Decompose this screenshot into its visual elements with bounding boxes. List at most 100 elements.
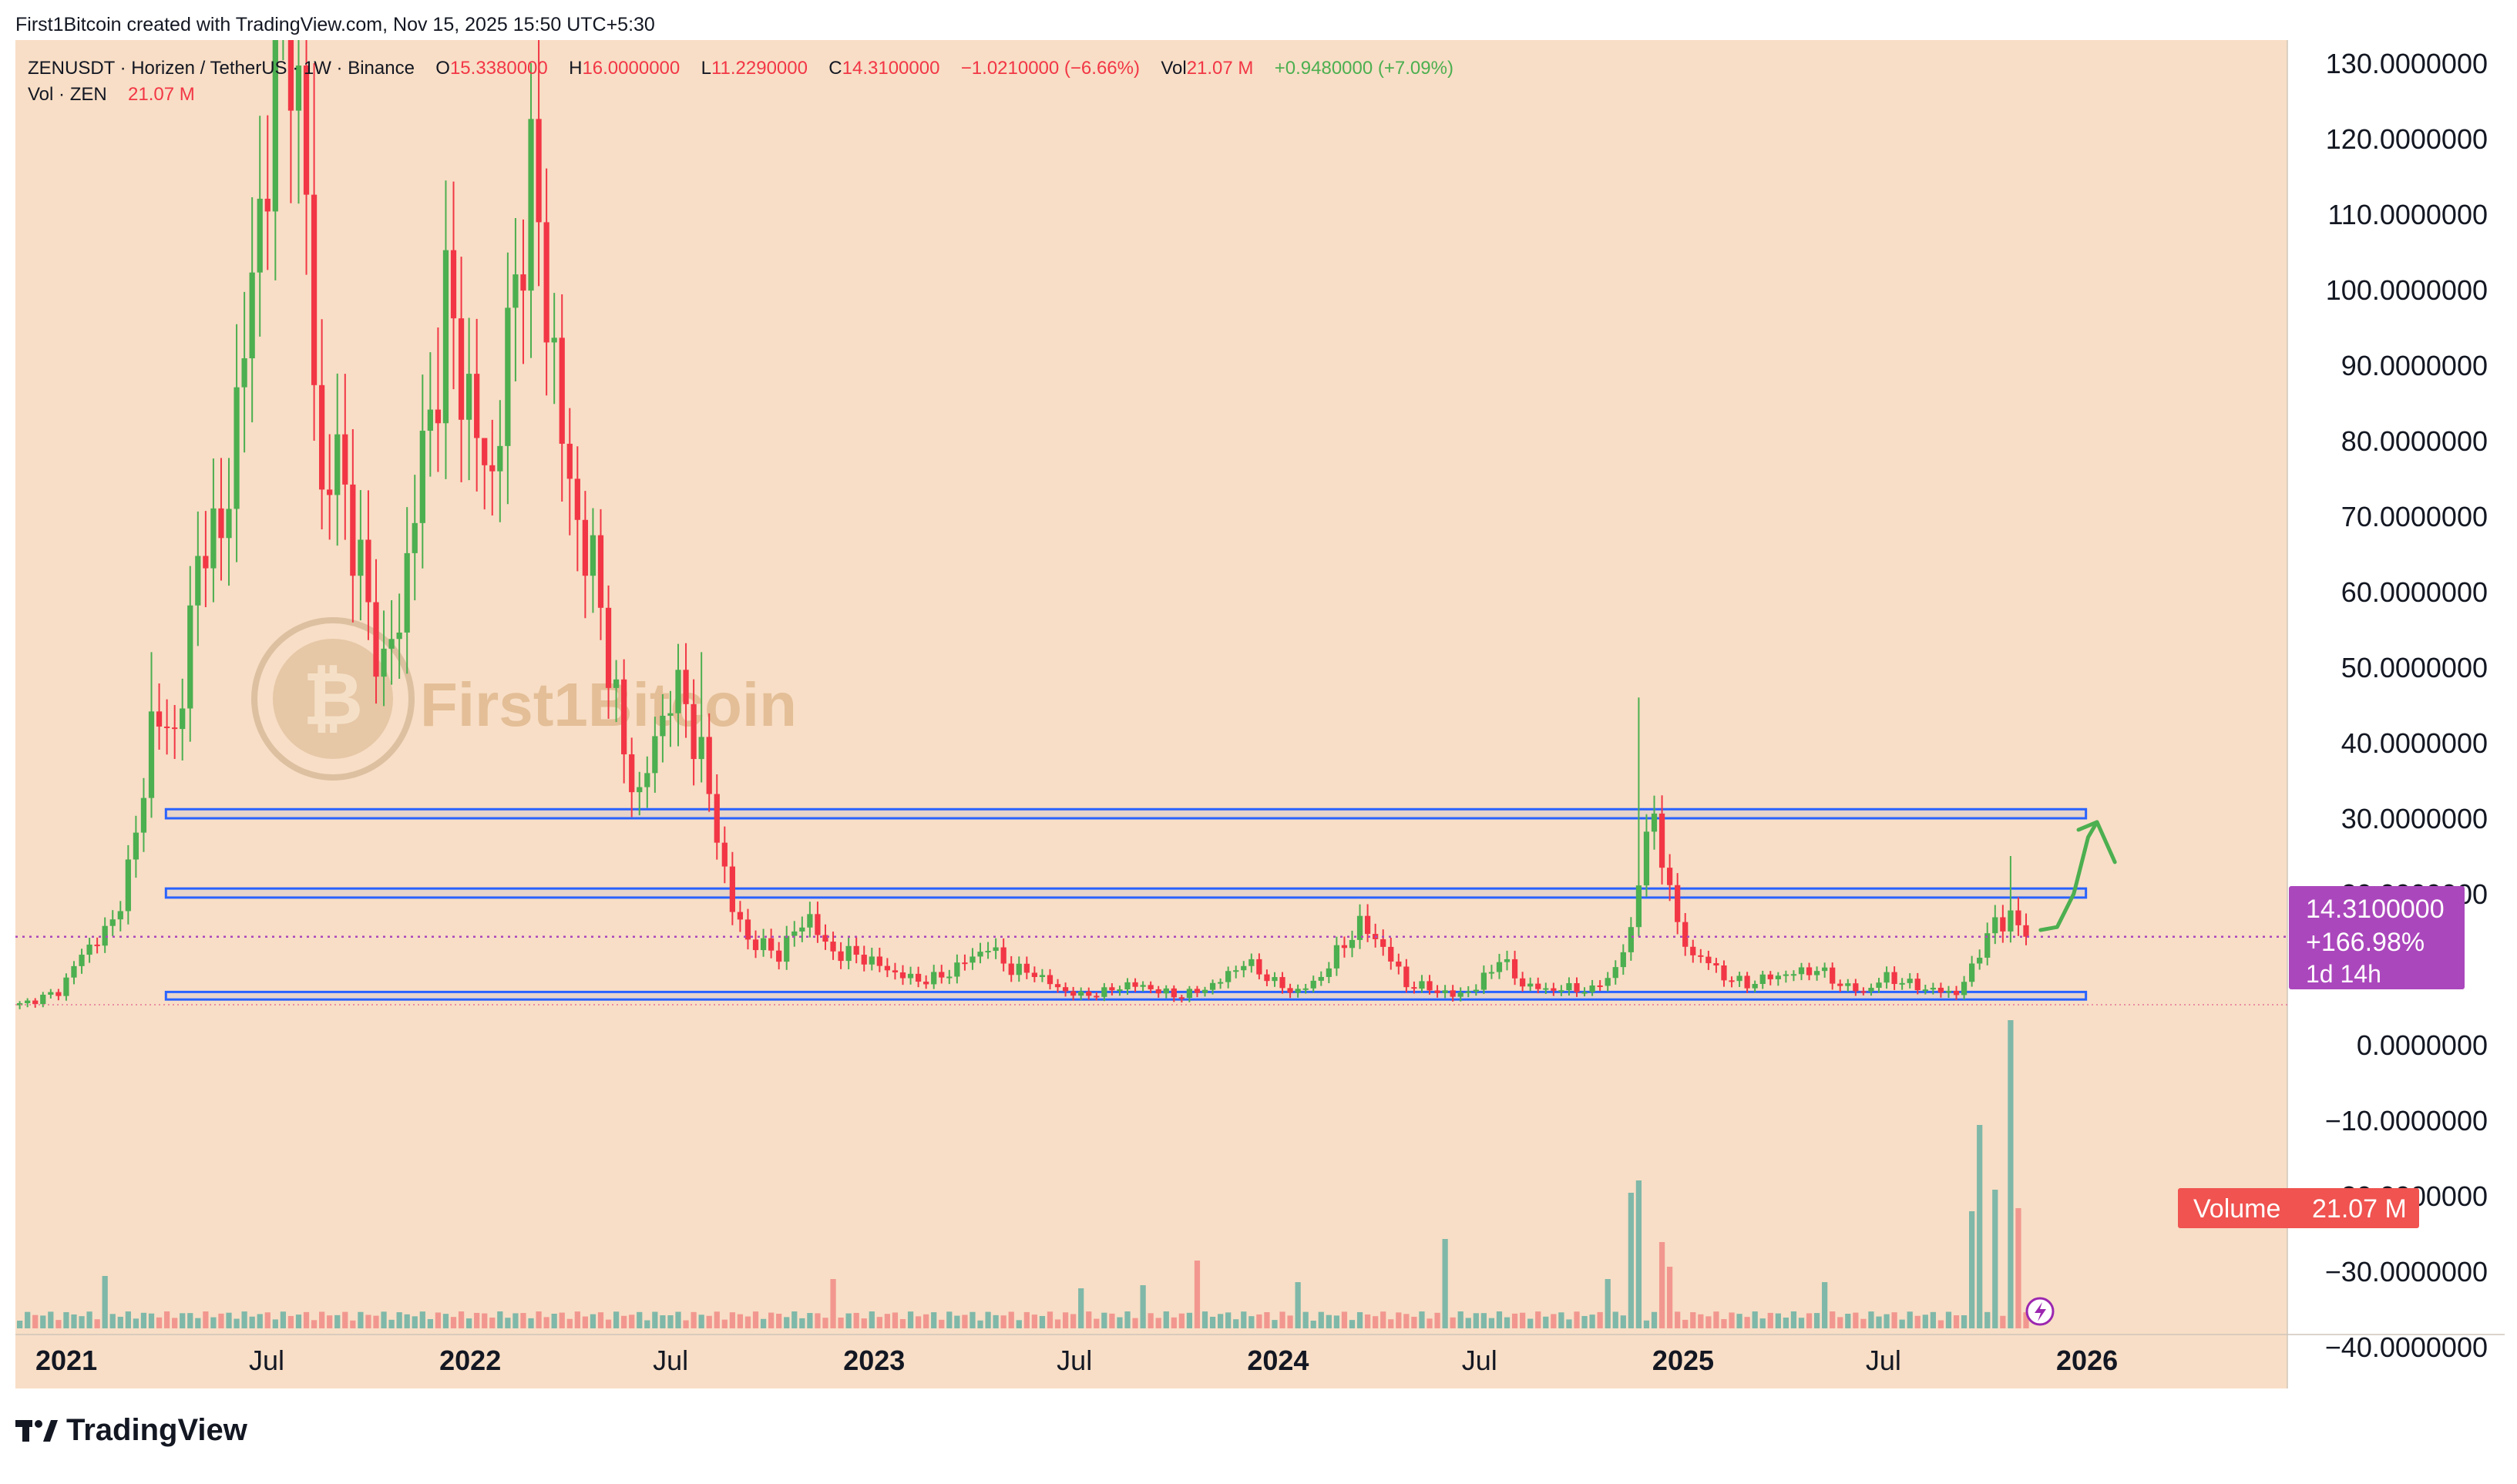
candle <box>1078 987 1084 1000</box>
volume-bar <box>597 1312 604 1328</box>
watermark-logo-ring <box>251 617 415 781</box>
time-axis-label: 2024 <box>1247 1345 1309 1376</box>
candle <box>1767 971 1773 985</box>
candle <box>63 973 69 1001</box>
candle <box>1597 980 1603 992</box>
price-axis-label: 50.0000000 <box>2341 652 2488 683</box>
candle <box>1666 854 1673 901</box>
price-chart[interactable]: ₿ First1Bitcoin 130.0000000 120.0000000 11… <box>15 40 2505 1388</box>
volume-bar <box>1442 1239 1448 1328</box>
price-axis-label: 130.0000000 <box>2326 48 2488 79</box>
volume-bar <box>853 1312 859 1328</box>
volume-bar <box>381 1311 387 1328</box>
candle <box>1031 966 1038 982</box>
volume-bar <box>427 1318 433 1328</box>
candle <box>768 928 775 959</box>
candle <box>613 660 620 723</box>
price-axis-label: 120.0000000 <box>2326 123 2488 155</box>
volume-bar <box>884 1314 891 1328</box>
candle <box>1605 972 1611 992</box>
volume-bar <box>1241 1311 1247 1328</box>
time-axis-label: 2026 <box>2056 1345 2118 1376</box>
candle <box>311 63 318 442</box>
candle <box>791 921 798 947</box>
candle <box>1047 969 1054 990</box>
volume-bar <box>1922 1314 1928 1328</box>
tradingview-logo[interactable]: TradingView <box>15 1413 247 1448</box>
volume-bar <box>203 1311 209 1328</box>
candle <box>1589 979 1595 996</box>
candle <box>55 989 62 1001</box>
volume-bar <box>512 1313 519 1328</box>
volume-bar <box>1163 1311 1169 1328</box>
candle <box>807 901 813 938</box>
candle <box>1287 983 1293 999</box>
candle <box>1356 904 1363 949</box>
candle <box>1241 961 1247 978</box>
projection-arrow[interactable] <box>2038 820 2117 932</box>
volume-bar <box>102 1276 108 1328</box>
volume-tag-label: Volume <box>2193 1194 2280 1224</box>
candle <box>218 458 224 581</box>
volume-bar <box>1140 1285 1146 1328</box>
volume-bar <box>838 1318 844 1328</box>
horizontal-zones[interactable] <box>164 807 2088 1001</box>
volume-bar <box>1488 1318 1495 1328</box>
volume-bar <box>1302 1311 1309 1328</box>
candle <box>442 180 449 479</box>
candle <box>117 901 123 932</box>
candle <box>729 851 735 925</box>
volume-bar <box>907 1311 914 1328</box>
lightning-marker[interactable] <box>2025 1297 2055 1326</box>
candle <box>381 610 387 707</box>
volume-bar <box>1201 1311 1208 1328</box>
candle <box>1480 965 1487 994</box>
volume-bar <box>412 1316 418 1328</box>
candle <box>1504 950 1511 971</box>
candle <box>1171 985 1177 1002</box>
volume-bar <box>869 1311 875 1328</box>
candle <box>419 374 425 569</box>
candle <box>760 928 767 957</box>
volume-bar <box>1860 1318 1867 1328</box>
candle <box>1511 950 1518 985</box>
chart-area[interactable]: ₿ First1Bitcoin 130.0000000 120.0000000 11… <box>15 40 2505 1388</box>
candle <box>915 966 922 988</box>
volume-bar <box>1868 1311 1874 1328</box>
volume-bar <box>1597 1311 1603 1328</box>
volume-bar <box>543 1317 549 1328</box>
volume-bars <box>17 1020 2029 1328</box>
volume-bar <box>899 1318 906 1328</box>
candle <box>590 508 596 613</box>
current-price-tag: 14.3100000 +166.98% 1d 14h <box>2289 886 2465 989</box>
candlesticks[interactable] <box>17 40 2029 1009</box>
candle <box>907 966 914 985</box>
candle <box>1163 985 1169 999</box>
volume-bar <box>1062 1312 1069 1328</box>
volume-bar <box>574 1311 580 1328</box>
candle <box>574 446 580 572</box>
candle <box>1000 938 1006 972</box>
arrow-path <box>2038 820 2099 932</box>
legend-volume-value: 21.07 M <box>128 84 195 105</box>
volume-bar <box>1434 1312 1440 1328</box>
volume-bar <box>1078 1288 1084 1328</box>
candle <box>17 1001 23 1009</box>
volume-bar <box>845 1313 852 1328</box>
volume-bar <box>1380 1311 1386 1328</box>
candle <box>637 771 643 816</box>
volume-bar <box>1109 1313 1115 1328</box>
volume-bar <box>1233 1319 1239 1328</box>
volume-bar <box>861 1318 867 1328</box>
volume-bar <box>946 1311 953 1328</box>
volume-bar <box>1256 1314 1262 1328</box>
volume-bar <box>404 1314 410 1328</box>
legend-low-label: L <box>701 58 711 79</box>
time-axis-label: Jul <box>653 1345 688 1376</box>
candle <box>660 694 666 763</box>
candle <box>210 458 217 603</box>
volume-bar <box>969 1311 976 1328</box>
candle <box>815 901 821 943</box>
candle <box>1853 979 1859 996</box>
price-axis-label: 100.0000000 <box>2326 274 2488 306</box>
